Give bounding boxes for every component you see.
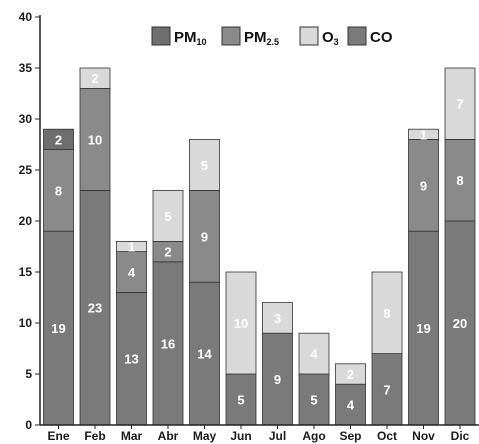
data-label: 5 bbox=[201, 158, 208, 173]
data-label: 9 bbox=[274, 372, 281, 387]
bar-segment-pm25-feb bbox=[79, 88, 111, 191]
x-tick-label: Ago bbox=[302, 429, 325, 443]
legend-label-base: O bbox=[322, 29, 334, 46]
bar-segment-pm25-dic bbox=[444, 138, 476, 222]
y-axis: 0 5 10 15 20 25 30 35 40 bbox=[19, 10, 41, 432]
y-tick-label: 5 bbox=[25, 367, 32, 381]
bar-segment-co-nov bbox=[408, 230, 439, 426]
y-tick-label: 30 bbox=[19, 112, 33, 126]
legend-swatch bbox=[151, 26, 171, 46]
data-label: 14 bbox=[197, 347, 212, 362]
legend-label-subscript: 3 bbox=[334, 37, 339, 47]
bar-segment-co-dic bbox=[444, 220, 476, 426]
data-label: 2 bbox=[164, 245, 171, 260]
x-tick-label: Abr bbox=[158, 429, 179, 443]
y-tick-label: 20 bbox=[19, 214, 33, 228]
y-tick-label: 0 bbox=[25, 418, 32, 432]
legend-label-base: PM bbox=[174, 29, 197, 46]
data-label: 8 bbox=[55, 183, 62, 198]
legend-label-base: PM bbox=[244, 29, 267, 46]
x-tick-label: Mar bbox=[121, 429, 143, 443]
data-label: 8 bbox=[456, 173, 463, 188]
y-tick-label: 10 bbox=[19, 316, 33, 330]
bar-segment-o3-abr bbox=[152, 189, 184, 242]
bar-segment-o3-feb bbox=[79, 67, 111, 89]
data-label: 7 bbox=[456, 97, 463, 112]
bar-segment-pm25-nov bbox=[408, 138, 439, 232]
x-tick-label: Ene bbox=[47, 429, 69, 443]
bar-segment-co-may bbox=[189, 281, 220, 426]
bar-segment-co-feb bbox=[79, 189, 111, 426]
legend-label-base: CO bbox=[370, 29, 393, 46]
data-label: 7 bbox=[383, 382, 390, 397]
y-tick-label: 25 bbox=[19, 163, 33, 177]
legend-label-subscript: 10 bbox=[197, 37, 207, 47]
x-tick-label: Feb bbox=[84, 429, 105, 443]
y-tick-label: 35 bbox=[19, 61, 33, 75]
data-label: 9 bbox=[201, 229, 208, 244]
bar-segment-pm25-mar bbox=[116, 251, 147, 293]
bar-segment-o3-ago bbox=[298, 332, 330, 375]
data-label: 20 bbox=[453, 316, 467, 331]
data-label: 16 bbox=[161, 336, 175, 351]
data-label: 5 bbox=[237, 393, 244, 408]
data-label: 9 bbox=[420, 178, 427, 193]
legend-swatch bbox=[299, 26, 319, 46]
data-label: 8 bbox=[383, 306, 390, 321]
legend-label: O3 bbox=[322, 29, 339, 47]
legend: PM10 PM2.5 O3 CO bbox=[151, 26, 393, 47]
x-tick-label: Oct bbox=[377, 429, 397, 443]
bar-segment-pm25-ene bbox=[43, 149, 74, 232]
legend-swatch bbox=[221, 26, 241, 46]
data-label: 4 bbox=[128, 265, 136, 280]
bar-segment-co-ago bbox=[298, 373, 330, 426]
data-label: 4 bbox=[310, 347, 318, 362]
x-tick-label: Jul bbox=[269, 429, 286, 443]
bar-segment-co-oct bbox=[371, 353, 403, 426]
data-label: 19 bbox=[51, 321, 65, 336]
data-label: 1 bbox=[128, 240, 135, 255]
data-label: 1 bbox=[420, 127, 427, 142]
bar-segment-o3-may bbox=[189, 138, 220, 191]
x-tick-label: Dic bbox=[451, 429, 470, 443]
bar-segment-o3-oct bbox=[371, 271, 403, 354]
data-label: 10 bbox=[88, 132, 102, 147]
data-label: 4 bbox=[347, 398, 355, 413]
bar-segment-o3-jun bbox=[225, 271, 257, 375]
bar-segment-pm10-ene bbox=[43, 128, 74, 150]
legend-label: CO bbox=[370, 29, 393, 46]
data-label: 5 bbox=[310, 393, 317, 408]
data-label: 10 bbox=[234, 316, 248, 331]
data-label: 2 bbox=[55, 132, 62, 147]
bar-segment-o3-nov bbox=[408, 128, 439, 140]
legend-swatch bbox=[347, 26, 367, 46]
x-tick-label: May bbox=[193, 429, 217, 443]
data-label: 2 bbox=[91, 71, 98, 86]
legend-label: PM10 bbox=[174, 29, 207, 47]
legend-label: PM2.5 bbox=[244, 29, 279, 47]
data-label: 19 bbox=[416, 321, 430, 336]
y-tick-label: 15 bbox=[19, 265, 33, 279]
bar-segment-o3-jul bbox=[262, 302, 293, 334]
x-tick-label: Jun bbox=[230, 429, 251, 443]
data-label: 5 bbox=[164, 209, 171, 224]
bar-segment-o3-dic bbox=[444, 67, 476, 140]
bar-segment-co-abr bbox=[152, 261, 184, 426]
legend-label-subscript: 2.5 bbox=[267, 37, 280, 47]
x-tick-label: Sep bbox=[339, 429, 361, 443]
bar-segment-o3-mar bbox=[116, 240, 147, 252]
bar-segment-co-mar bbox=[116, 291, 147, 426]
data-label: 13 bbox=[124, 352, 138, 367]
x-axis: Ene Feb Mar Abr May Jun Jul Ago Sep Oct Nov Dic bbox=[40, 424, 479, 443]
bar-stacks: 19 8 2 23 10 2 13 4 1 16 2 5 14 9 5 5 10 9 3 5 4 4 2 7 8 19 9 1 20 8 7 bbox=[43, 67, 476, 426]
bar-segment-pm25-may bbox=[189, 189, 220, 283]
data-label: 23 bbox=[88, 301, 102, 316]
bar-segment-co-jul bbox=[262, 332, 293, 426]
bar-segment-o3-sep bbox=[335, 363, 366, 385]
data-label: 3 bbox=[274, 311, 281, 326]
x-tick-label: Nov bbox=[412, 429, 435, 443]
data-label: 2 bbox=[347, 367, 354, 382]
y-tick-label: 40 bbox=[19, 10, 33, 24]
